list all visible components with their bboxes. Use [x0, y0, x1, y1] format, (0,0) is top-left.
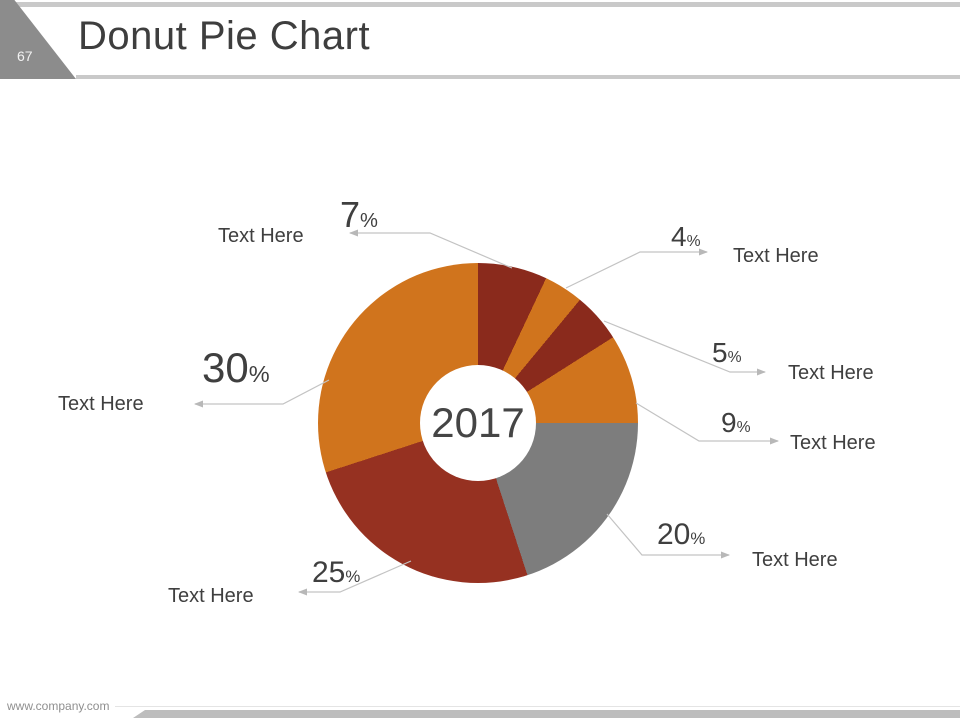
- percent-sign: %: [690, 529, 706, 548]
- segment-label-9pct: Text Here: [790, 432, 876, 454]
- segment-label-4pct: Text Here: [733, 245, 819, 267]
- leader-line-9pct: [635, 402, 779, 445]
- percent-sign: %: [736, 419, 751, 436]
- segment-label-30pct: Text Here: [58, 393, 144, 415]
- footer-bar: [133, 710, 960, 718]
- leader-line-4pct: [565, 248, 708, 289]
- percent-sign: %: [727, 349, 742, 366]
- donut-hole: 2017: [420, 365, 536, 481]
- footer-url: www.company.com: [7, 699, 110, 713]
- percent-sign: %: [248, 361, 270, 387]
- segment-value-7pct: 7%: [340, 194, 378, 235]
- percent-sign: %: [360, 210, 378, 232]
- header-top-line: [0, 2, 960, 7]
- page-number: 67: [17, 48, 33, 64]
- slide-title: Donut Pie Chart: [78, 14, 371, 58]
- segment-value-25pct: 25%: [312, 556, 361, 589]
- segment-value-20pct: 20%: [657, 518, 706, 551]
- segment-value-30pct: 30%: [202, 344, 270, 391]
- page-number-triangle: [0, 0, 76, 79]
- segment-value-9pct: 9%: [721, 407, 751, 438]
- segment-value-5pct: 5%: [712, 337, 742, 368]
- segment-label-25pct: Text Here: [168, 585, 254, 607]
- segment-label-20pct: Text Here: [752, 549, 838, 571]
- percent-sign: %: [345, 567, 361, 586]
- percent-sign: %: [686, 233, 701, 250]
- donut-center-label: 2017: [431, 399, 525, 446]
- segment-label-7pct: Text Here: [218, 225, 304, 247]
- footer-thin-line: [115, 706, 960, 707]
- segment-label-5pct: Text Here: [788, 362, 874, 384]
- segment-value-4pct: 4%: [671, 221, 701, 252]
- header-underline: [76, 75, 960, 79]
